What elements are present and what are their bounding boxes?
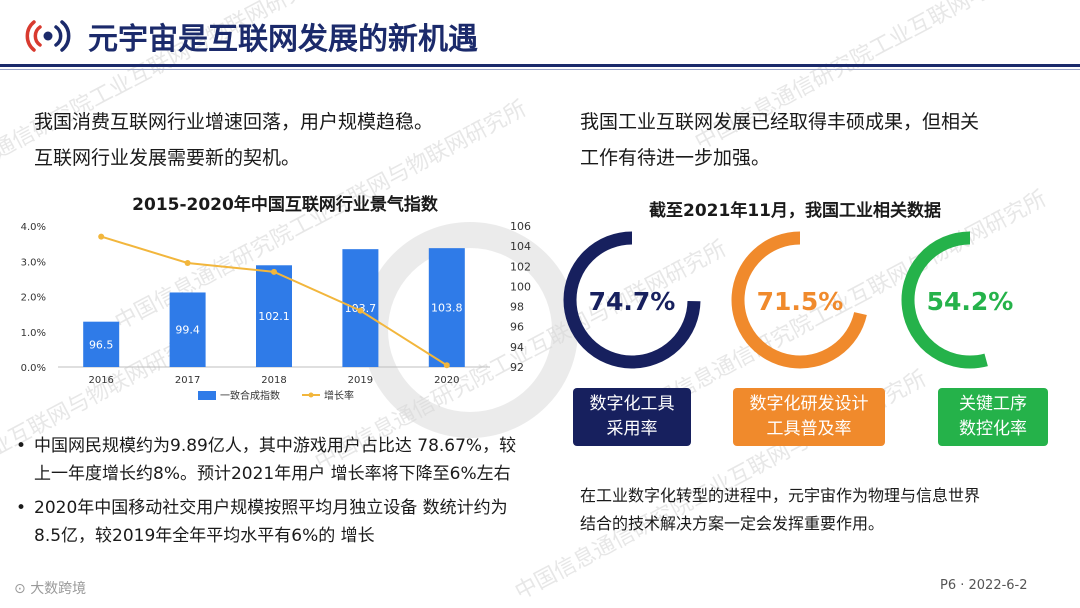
index-chart: 0.0% 1.0% 2.0% 3.0% 4.0% 92 94 96 98 100 102 104 106… [21,220,531,402]
kpi-label-box: 关键工序 数控化率 [938,388,1048,446]
legend-label: 增长率 [324,389,354,402]
bullet-dot: • [16,436,27,456]
growth-point [98,233,105,240]
conclusion-text: 在工业数字化转型的进程中，元宇宙作为物理与信息世界 结合的技术解决方案一定会发挥… [580,482,1060,538]
bullet-dot: • [16,498,27,518]
bullet-line: 中国网民规模约为9.89亿人，其中游戏用户占比达 78.67%，较 [34,436,517,456]
conclusion-line: 结合的技术解决方案一定会发挥重要作用。 [580,514,885,533]
growth-point [184,260,191,267]
right-intro-line: 工作有待进一步加强。 [580,147,771,169]
y-right-tick-label: 92 [510,361,524,374]
kpi-label-line: 采用率 [606,419,658,439]
x-tick-label: 2019 [348,375,373,386]
right-intro: 我国工业互联网发展已经取得丰硕成果，但相关 工作有待进一步加强。 [580,104,979,176]
bar [428,248,465,367]
left-intro: 我国消费互联网行业增速回落，用户规模趋稳。 互联网行业发展需要新的契机。 [34,104,433,176]
logo-icon: ⊙ [14,581,31,597]
bar-value-label: 103.8 [431,302,463,315]
y-right-tick-label: 106 [510,220,531,233]
kpi-label-line: 关键工序 [959,394,1027,414]
y-left-tick-label: 1.0% [21,328,46,339]
bullet-line: 8.5亿，较2019年全年平均水平有6%的 增长 [34,526,375,546]
header-divider [0,64,1080,67]
y-right-tick-label: 96 [510,321,524,334]
conclusion-line: 在工业数字化转型的进程中，元宇宙作为物理与信息世界 [580,486,981,505]
header-divider-thin [0,69,1080,70]
growth-point [271,268,277,275]
kpi-ring-arc [901,231,988,369]
bar-value-label: 99.4 [175,324,200,337]
x-tick-label: 2017 [175,375,200,386]
bar [83,321,120,367]
kpi-rings: 74.7% 71.5% 54.2% [563,231,1014,369]
y-right-tick-label: 104 [510,240,531,253]
kpi-label-line: 数控化率 [959,419,1027,439]
y-right-tick-label: 98 [510,301,524,314]
y-left-tick-label: 4.0% [21,222,46,233]
footer-logo-text: 大数跨境 [30,581,87,597]
x-tick-label: 2018 [261,375,286,386]
legend-swatch-bar [198,391,216,400]
left-intro-line: 我国消费互联网行业增速回落，用户规模趋稳。 [34,111,434,133]
bar-value-label: 102.1 [258,310,290,323]
growth-point [443,362,450,369]
kpi-ring-arc [731,231,867,369]
left-intro-line: 互联网行业发展需要新的契机。 [34,147,301,169]
bullet-item: • 2020年中国移动社交用户规模按照平均月独立设备 数统计约为 8.5亿，较201… [14,494,559,550]
x-tick-label: 2016 [88,375,113,386]
broadcast-signal-icon [25,20,71,52]
kpi-label-line: 数字化研发设计 [749,394,869,414]
kpi-label-line: 数字化工具 [589,394,675,414]
bullet-item: • 中国网民规模约为9.89亿人，其中游戏用户占比达 78.67%，较 上一年度增长… [14,432,559,488]
footer-logo: ⊙ 大数跨境 [14,578,86,598]
y-left-tick-label: 2.0% [21,293,46,304]
legend-label: 一致合成指数 [220,389,280,402]
legend-swatch-dot [308,392,314,398]
bullet-line: 2020年中国移动社交用户规模按照平均月独立设备 数统计约为 [34,498,508,518]
x-tick-label: 2020 [434,375,459,386]
y-right-tick-label: 102 [510,260,531,273]
kpi-value: 54.2% [927,287,1014,316]
chart-title: 2015-2020年中国互联网行业景气指数 [132,195,438,215]
page-number: P6 · 2022-6-2 [940,578,1028,593]
kpi-ring-arc [563,231,701,369]
bar [169,292,206,367]
bar [256,265,292,367]
y-right-tick-label: 94 [510,341,524,354]
kpi-value: 74.7% [589,287,676,316]
bullet-line: 上一年度增长约8%。预计2021年用户 增长率将下降至6%左右 [34,464,511,484]
y-right-tick-label: 100 [510,280,531,293]
y-left-tick-label: 0.0% [21,363,46,374]
kpi-label-box: 数字化研发设计 工具普及率 [733,388,885,446]
kpi-value: 71.5% [757,287,844,316]
growth-point [357,307,364,314]
right-intro-line: 我国工业互联网发展已经取得丰硕成果，但相关 [580,111,980,133]
y-left-tick-label: 3.0% [21,257,46,268]
kpi-label-box: 数字化工具 采用率 [573,388,691,446]
kpi-label-line: 工具普及率 [766,419,852,439]
bullet-list: • 中国网民规模约为9.89亿人，其中游戏用户占比达 78.67%，较 上一年度增长… [14,432,559,556]
kpi-title: 截至2021年11月，我国工业相关数据 [649,201,941,221]
bar-value-label: 96.5 [89,338,114,351]
page-title: 元宇宙是互联网发展的新机遇 [88,22,478,57]
